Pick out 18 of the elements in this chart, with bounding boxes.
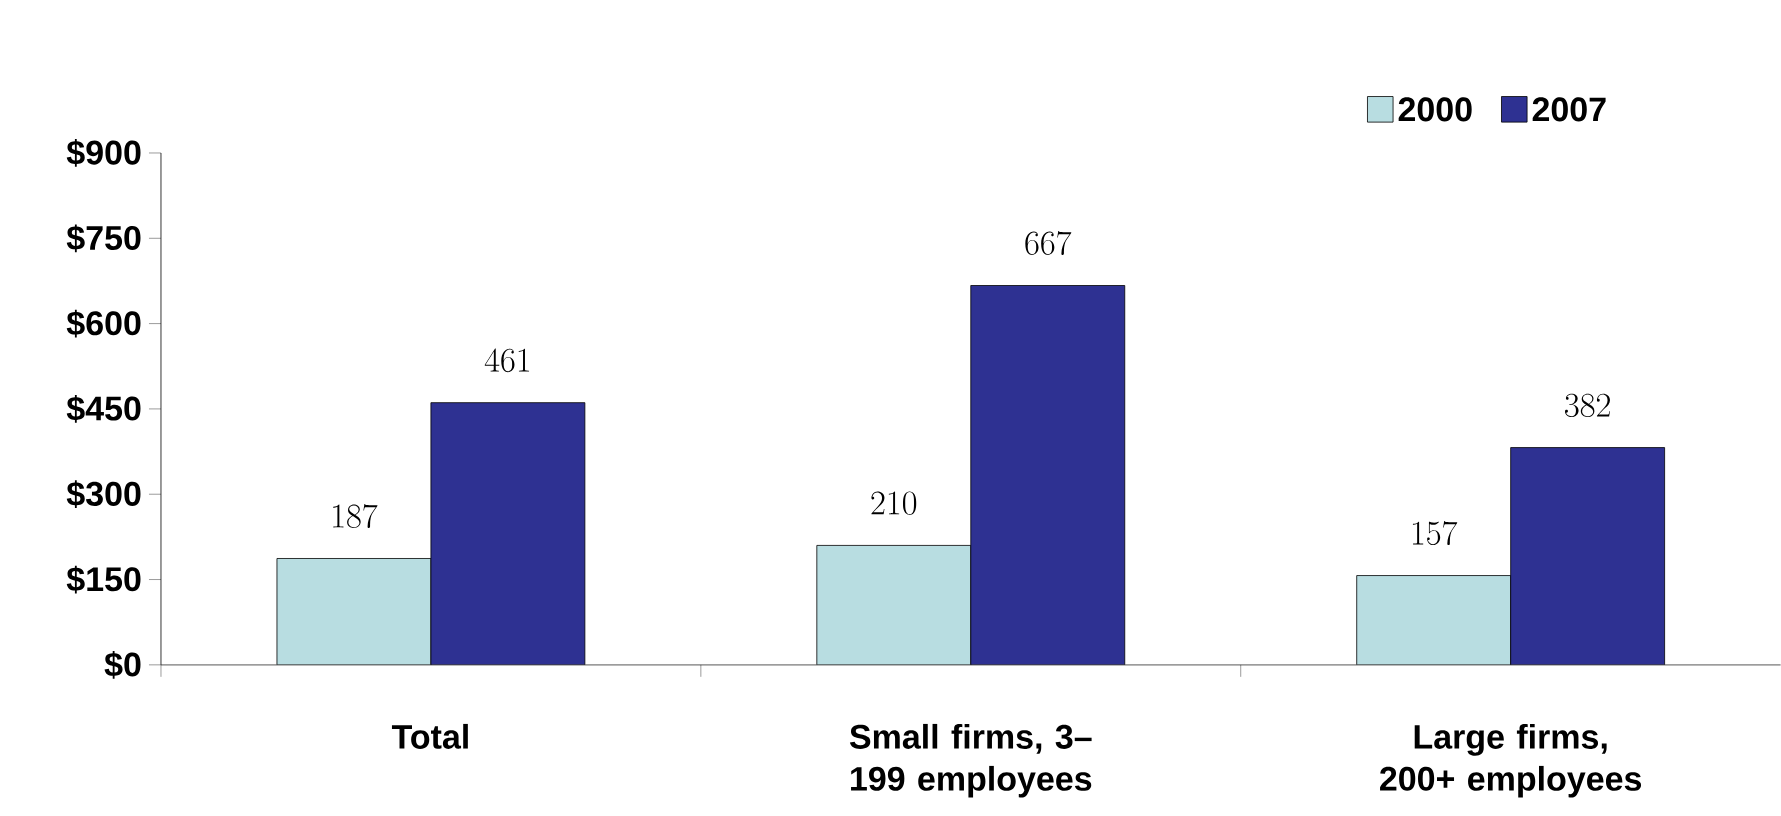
- legend-label: 2007: [1532, 97, 1606, 122]
- y-tick-label: $750: [66, 224, 141, 253]
- data-label: 157: [1412, 521, 1458, 546]
- y-tick-label: $900: [66, 139, 141, 167]
- y-tick-label: $450: [66, 395, 141, 423]
- legend-label: 2000: [1398, 97, 1472, 122]
- data-label: 187: [333, 504, 378, 529]
- y-tick-label: $150: [66, 565, 141, 594]
- x-tick-label: Small firms, 3–199 employees: [849, 724, 1092, 798]
- y-tick-label: $600: [66, 309, 141, 338]
- data-label: 210: [871, 491, 917, 516]
- y-tick-label: $0: [104, 651, 141, 679]
- x-tick-label: Large firms, 200+ employees: [1380, 724, 1642, 798]
- y-tick-label: $300: [66, 480, 141, 509]
- data-label: 667: [1025, 231, 1072, 256]
- data-label: 461: [484, 348, 530, 373]
- x-tick-label: Total: [391, 724, 468, 749]
- data-label: 382: [1565, 393, 1610, 418]
